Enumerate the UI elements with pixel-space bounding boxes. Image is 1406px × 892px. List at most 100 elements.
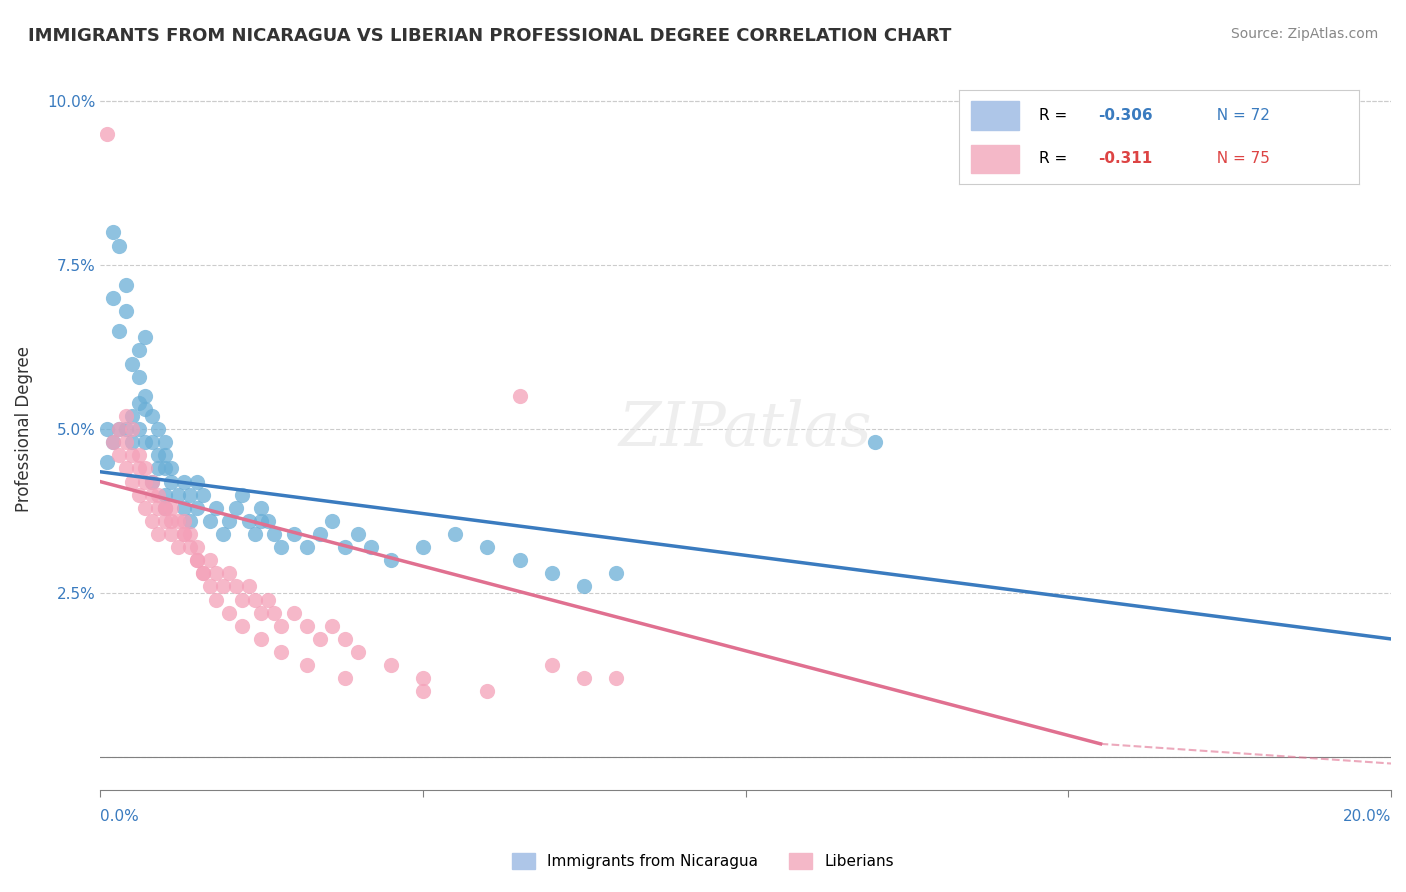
Point	[211, 527, 233, 541]
Point	[477, 684, 499, 698]
Point	[141, 409, 163, 423]
Point	[153, 500, 176, 515]
Point	[160, 475, 183, 489]
Point	[238, 580, 260, 594]
Point	[153, 500, 176, 515]
Point	[134, 389, 156, 403]
Point	[295, 658, 318, 673]
Point	[160, 514, 183, 528]
Point	[205, 592, 228, 607]
Point	[257, 592, 280, 607]
Point	[477, 540, 499, 554]
Point	[121, 475, 143, 489]
Point	[121, 422, 143, 436]
Legend: Immigrants from Nicaragua, Liberians: Immigrants from Nicaragua, Liberians	[506, 847, 900, 875]
Point	[243, 527, 266, 541]
Point	[225, 500, 247, 515]
Point	[96, 455, 118, 469]
Point	[605, 671, 627, 685]
Point	[128, 396, 150, 410]
Point	[173, 514, 195, 528]
Point	[101, 291, 124, 305]
Point	[283, 527, 305, 541]
Point	[96, 422, 118, 436]
Point	[115, 422, 138, 436]
Point	[186, 500, 208, 515]
Point	[509, 553, 531, 567]
Point	[218, 606, 240, 620]
Point	[205, 566, 228, 581]
Point	[148, 448, 170, 462]
Point	[101, 435, 124, 450]
Point	[295, 540, 318, 554]
Point	[574, 671, 596, 685]
Point	[115, 461, 138, 475]
Point	[270, 645, 292, 659]
Point	[115, 409, 138, 423]
Text: 0.0%: 0.0%	[100, 809, 139, 824]
Point	[153, 500, 176, 515]
Point	[115, 435, 138, 450]
Point	[335, 632, 357, 646]
Point	[321, 619, 343, 633]
Point	[179, 540, 201, 554]
Point	[115, 304, 138, 318]
Point	[193, 566, 215, 581]
Point	[186, 475, 208, 489]
Point	[193, 566, 215, 581]
Point	[173, 527, 195, 541]
Text: IMMIGRANTS FROM NICARAGUA VS LIBERIAN PROFESSIONAL DEGREE CORRELATION CHART: IMMIGRANTS FROM NICARAGUA VS LIBERIAN PR…	[28, 27, 952, 45]
Point	[148, 488, 170, 502]
Point	[308, 632, 330, 646]
Point	[128, 461, 150, 475]
Point	[121, 435, 143, 450]
Point	[250, 514, 273, 528]
Point	[141, 435, 163, 450]
Y-axis label: Professional Degree: Professional Degree	[15, 346, 32, 512]
Point	[173, 475, 195, 489]
Point	[141, 475, 163, 489]
Point	[238, 514, 260, 528]
Point	[186, 540, 208, 554]
Point	[128, 422, 150, 436]
Point	[141, 488, 163, 502]
Point	[108, 324, 131, 338]
Point	[270, 619, 292, 633]
Point	[218, 514, 240, 528]
Point	[198, 580, 221, 594]
Point	[173, 500, 195, 515]
Point	[108, 238, 131, 252]
Point	[193, 488, 215, 502]
Point	[179, 488, 201, 502]
Point	[283, 606, 305, 620]
Text: ZIPatlas: ZIPatlas	[619, 399, 872, 459]
Point	[148, 461, 170, 475]
Point	[257, 514, 280, 528]
Point	[225, 580, 247, 594]
Point	[444, 527, 467, 541]
Point	[96, 127, 118, 141]
Point	[205, 500, 228, 515]
Point	[134, 435, 156, 450]
Point	[574, 580, 596, 594]
Point	[173, 527, 195, 541]
Point	[412, 684, 434, 698]
Point	[166, 514, 188, 528]
Point	[295, 619, 318, 633]
Point	[243, 592, 266, 607]
Point	[101, 435, 124, 450]
Point	[605, 566, 627, 581]
Point	[153, 514, 176, 528]
Point	[263, 527, 285, 541]
Point	[347, 527, 370, 541]
Point	[148, 422, 170, 436]
Point	[160, 527, 183, 541]
Point	[198, 514, 221, 528]
Point	[166, 540, 188, 554]
Point	[198, 553, 221, 567]
Point	[134, 475, 156, 489]
Point	[321, 514, 343, 528]
Point	[179, 527, 201, 541]
Point	[148, 500, 170, 515]
Point	[380, 658, 402, 673]
